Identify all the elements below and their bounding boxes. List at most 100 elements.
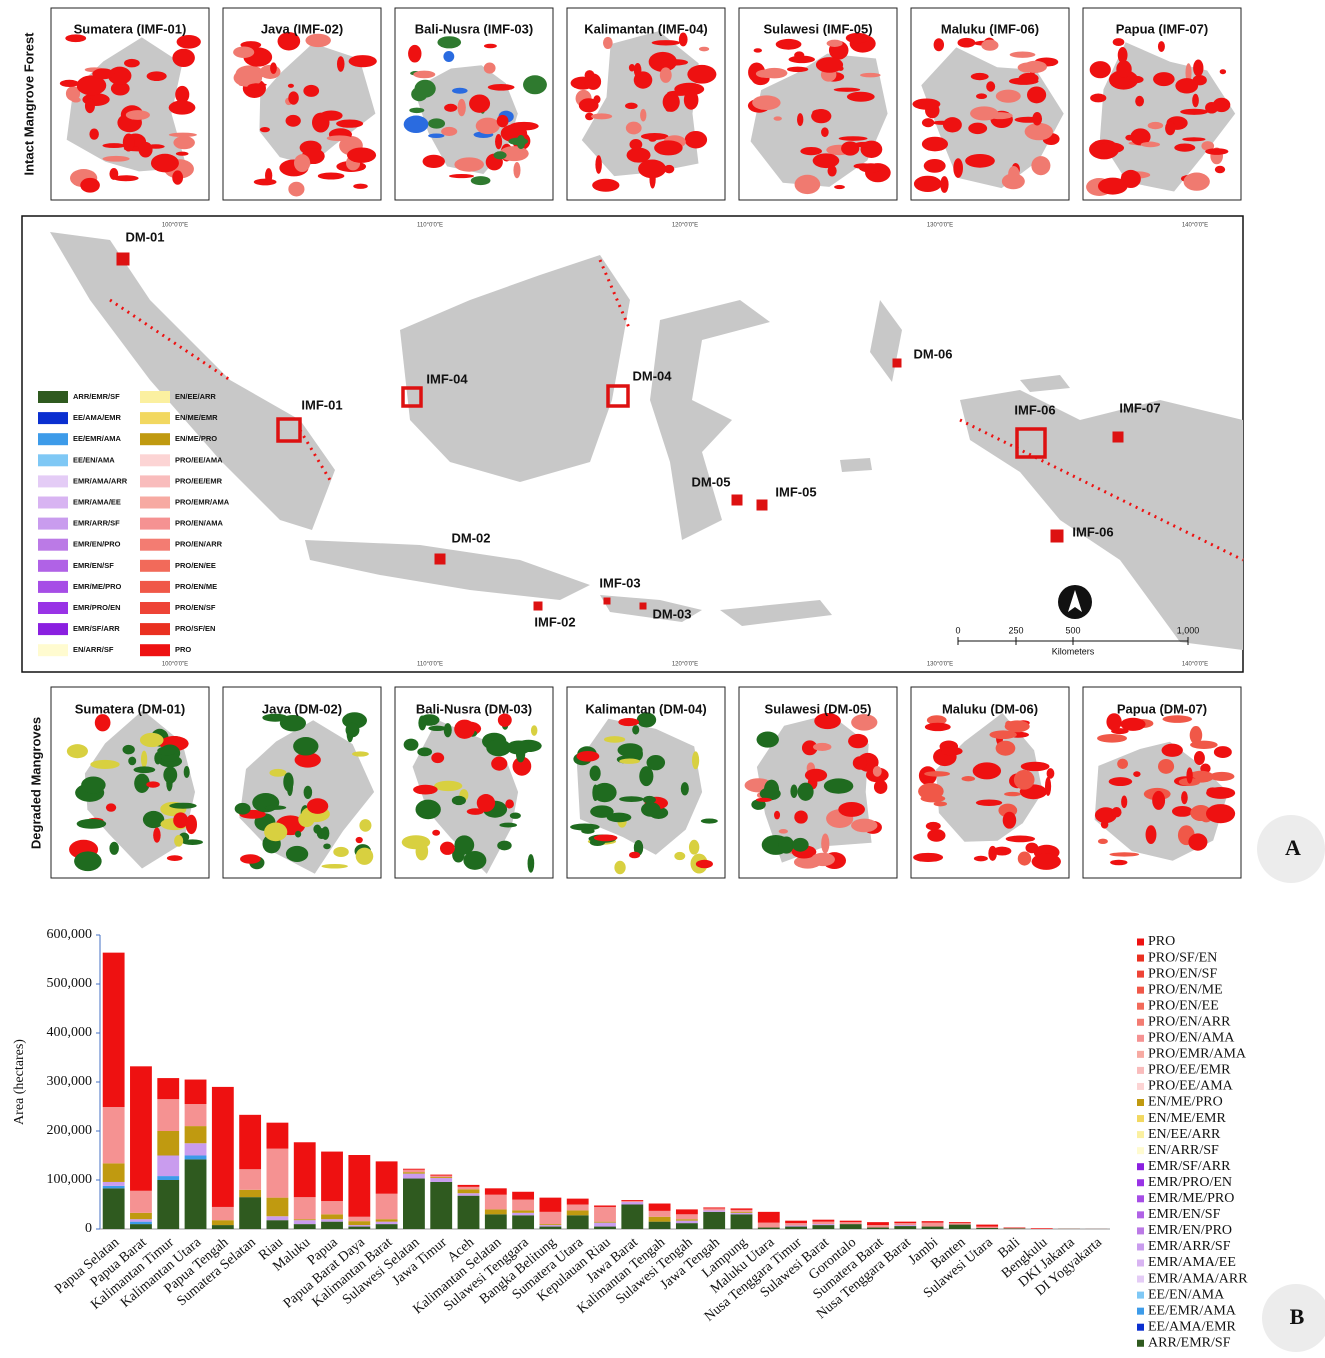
mangrove-patch [958,38,976,48]
mangrove-patch [821,127,829,137]
bar-segment [348,1227,370,1229]
map-legend-label: EE/EMR/AMA [73,434,122,443]
bar-segment [458,1193,480,1195]
bar-segment [103,953,125,1107]
mangrove-patch [1192,94,1199,108]
legend-label: EE/EMR/AMA [1148,1303,1237,1318]
mangrove-patch [968,123,987,134]
site-box [640,603,646,609]
map-legend-label: EE/AMA/EMR [73,413,122,422]
mangrove-patch [71,97,81,102]
bar-segment [512,1200,534,1211]
panel-title: Maluku (IMF-06) [941,21,1039,36]
mangrove-patch [940,176,948,193]
bar-segment [294,1197,316,1219]
mangrove-patch [1109,777,1132,786]
bar-segment [157,1156,179,1177]
mangrove-patch [140,733,164,747]
map-legend-label: PRO/EN/EE [175,561,216,570]
site-box [757,500,767,510]
panel-title: Java (IMF-02) [261,21,343,36]
legend-label: PRO/EN/EE [1148,998,1219,1013]
panel-title: Sulawesi (IMF-05) [763,21,872,36]
legend-swatch [1137,1083,1144,1090]
map-legend-label: PRO/EN/SF [175,603,216,612]
mangrove-patch [444,723,452,737]
mangrove-patch [1098,143,1124,154]
mangrove-patch [1018,63,1038,73]
mangrove-patch [449,174,474,178]
mangrove-patch [1025,843,1038,854]
bar-segment [539,1198,561,1212]
legend-swatch [1137,1131,1144,1138]
mangrove-patch [848,734,868,748]
mangrove-patch [499,823,517,828]
mangrove-patch [240,854,261,864]
mangrove-patch [346,723,360,737]
mangrove-patch [431,753,444,764]
mangrove-patch [1158,759,1174,774]
map-legend-label: PRO/EN/AMA [175,519,224,528]
bar-segment [185,1126,207,1143]
legend-label: EE/EN/AMA [1148,1287,1225,1302]
map-legend-swatch [38,602,68,614]
mangrove-patch [1109,852,1139,856]
bar-segment [212,1220,234,1225]
bar-segment [267,1198,289,1217]
bar-segment [594,1223,616,1227]
y-tick-label: 200,000 [47,1123,93,1138]
panel-title: Kalimantan (DM-04) [585,701,706,716]
map-legend-swatch [38,623,68,635]
legend-label: EMR/EN/PRO [1148,1223,1232,1238]
bar-segment [321,1152,343,1201]
mangrove-patch [1165,121,1175,135]
map-legend-swatch [140,412,170,424]
mangrove-patch [321,864,347,869]
mangrove-patch [1181,791,1188,804]
bar-segment [594,1227,616,1229]
mangrove-patch [172,49,195,67]
mangrove-patch [235,803,251,815]
mangrove-patch [925,723,951,731]
y-tick-label: 600,000 [47,927,93,942]
mangrove-patch [834,185,845,189]
mangrove-patch [687,65,716,84]
mangrove-patch [153,827,161,842]
map-legend-swatch [140,581,170,593]
bar-segment [949,1222,971,1223]
y-tick-label: 400,000 [47,1025,93,1040]
bar-segment [676,1214,698,1219]
mangrove-patch [103,143,126,148]
bar-segment [103,1186,125,1188]
panel-title: Java (DM-02) [262,701,342,716]
lon-label: 120°0'0"E [672,662,698,668]
mangrove-patch [800,147,822,155]
mangrove-patch [428,726,446,731]
mangrove-patch [1005,721,1012,727]
mangrove-patch [81,776,105,793]
mangrove-patch [811,853,835,866]
mangrove-patch [147,71,167,81]
bar-segment [348,1221,370,1225]
page: {"figure_a": { "letter": "A", "top_row_l… [0,0,1325,1358]
legend-swatch [1137,1308,1144,1315]
map-legend-swatch [38,539,68,551]
mangrove-patch [790,785,797,798]
mangrove-patch [1014,770,1035,790]
bar-segment [130,1213,152,1219]
site-box [1113,432,1123,442]
mangrove-patch [590,765,601,781]
mangrove-patch [440,842,455,855]
scale-label: 0 [955,625,960,635]
lon-label: 140°0'0"E [1182,662,1208,668]
legend-swatch [1137,1276,1144,1283]
mangrove-patch [761,68,787,79]
mangrove-patch [585,70,595,80]
mangrove-patch [337,56,345,72]
bar-segment [157,1176,179,1180]
legend-swatch [1137,1163,1144,1170]
scale-unit: Kilometers [1052,646,1095,656]
mangrove-patch [294,154,310,172]
bar-segment [594,1207,616,1222]
bar-segment [321,1201,343,1214]
